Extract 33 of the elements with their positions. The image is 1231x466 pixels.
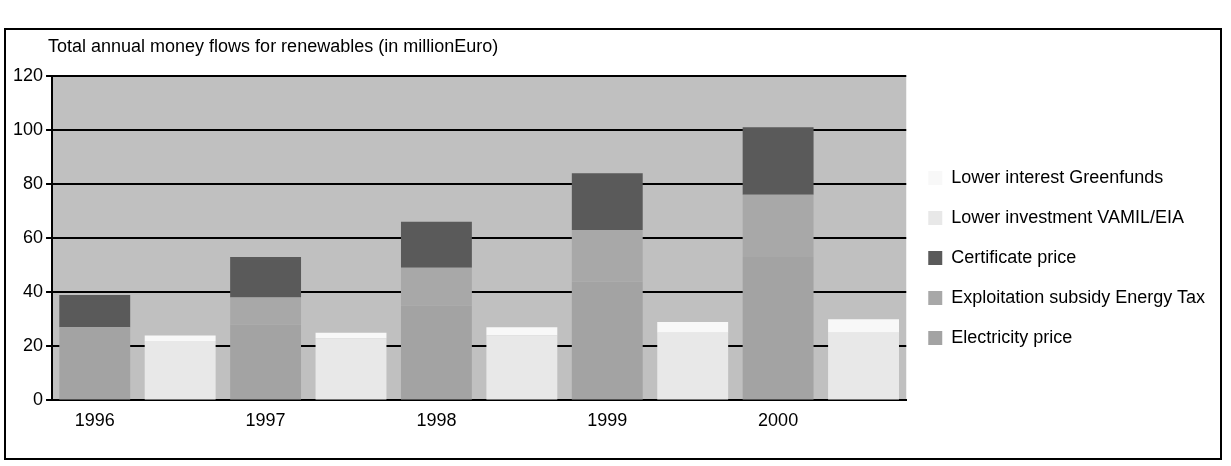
bar [144,335,216,341]
legend-label: Electricity price [951,326,1073,347]
bar [59,327,131,400]
bar [400,221,472,268]
y-tick-label: 20 [23,335,44,356]
bar [657,332,729,400]
bar [315,338,387,400]
bar [59,294,131,328]
legend-label: Lower investment VAMIL/EIA [951,206,1185,227]
x-tick-label: 1997 [245,410,286,431]
x-tick-label: 1998 [416,410,457,431]
bar [230,257,302,298]
y-tick-label: 0 [33,389,44,410]
chart-title: Total annual money flows for renewables (in millionEuro) [48,36,499,57]
bar [742,127,814,195]
legend-label: Exploitation subsidy Energy Tax [951,286,1206,307]
legend-label: Lower interest Greenfunds [951,166,1164,187]
y-tick-label: 80 [23,172,44,193]
bar [828,319,899,333]
x-tick-label: 1999 [587,410,628,431]
y-tick-label: 100 [12,118,44,139]
bar [571,173,643,230]
x-tick-label: 1996 [74,410,115,431]
y-tick-label: 120 [12,64,44,85]
y-tick-label: 60 [23,227,44,248]
bar [828,332,899,400]
x-tick-label: 2000 [758,410,799,431]
y-tick-label: 40 [23,281,44,302]
bar [657,321,729,333]
bar [315,332,387,339]
bar [144,340,216,400]
legend-label: Certificate price [951,246,1077,267]
bar [486,335,558,400]
